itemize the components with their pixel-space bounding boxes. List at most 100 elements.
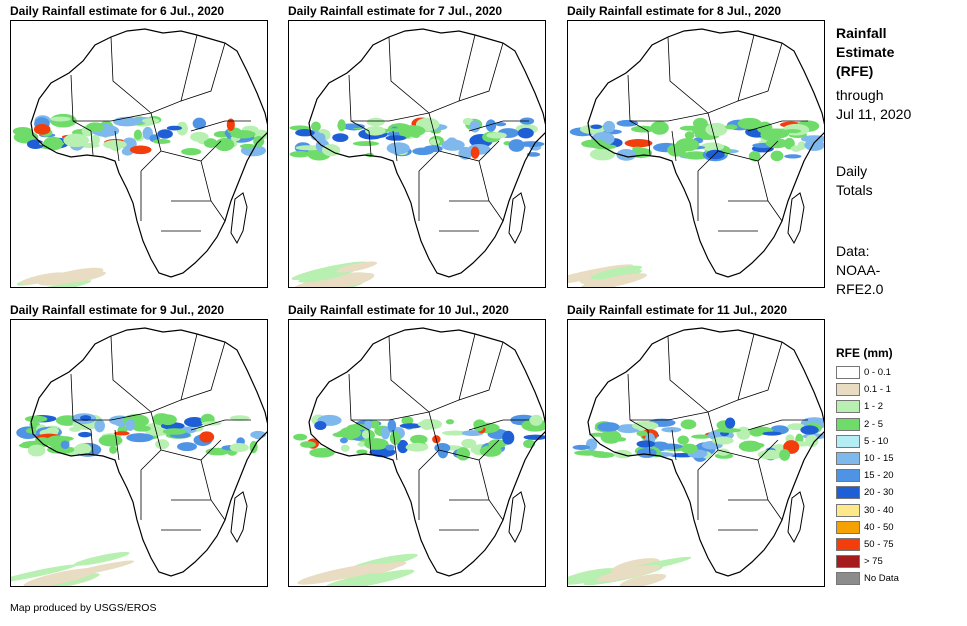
rainfall-cell <box>79 415 92 421</box>
rainfall-cell <box>464 151 473 157</box>
rainfall-cell <box>129 145 152 155</box>
legend-swatch <box>836 555 860 569</box>
panel-title-2: Daily Rainfall estimate for 7 Jul., 2020 <box>288 4 503 18</box>
rainfall-cell <box>804 139 824 151</box>
legend-label: > 75 <box>864 556 883 568</box>
legend-label: 0.1 - 1 <box>864 384 891 396</box>
rainfall-cell <box>762 431 782 436</box>
legend-item: 0.1 - 1 <box>836 381 956 398</box>
rainfall-cell <box>495 122 507 127</box>
legend-swatch <box>836 486 860 500</box>
rainfall-cell <box>190 131 209 142</box>
rainfall-cell <box>636 430 648 437</box>
rainfall-cell <box>142 118 160 124</box>
rainfall-cell <box>50 116 71 122</box>
rainfall-cell <box>27 444 46 457</box>
rainfall-cell <box>11 564 78 583</box>
rainfall-cell <box>429 138 440 146</box>
rainfall-cell <box>339 437 348 444</box>
rainfall-cell <box>420 419 435 431</box>
rainfall-cell <box>113 431 130 436</box>
rainfall-cell <box>356 449 368 455</box>
rainfall-cell <box>184 416 205 428</box>
rainfall-cell <box>23 568 98 586</box>
rainfall-cell <box>380 426 390 440</box>
rainfall-cell <box>636 447 657 458</box>
totals-line-2: Totals <box>836 182 873 198</box>
africa-map <box>11 327 267 586</box>
rainfall-cell <box>321 272 375 287</box>
rainfall-map-panel-2 <box>288 20 546 288</box>
rainfall-cell <box>90 134 100 146</box>
legend-label: 10 - 15 <box>864 453 894 465</box>
rainfall-cell <box>361 430 370 439</box>
rainfall-cell <box>594 451 607 458</box>
rainfall-cell <box>677 435 689 445</box>
data-source-line-2: NOAA- <box>836 262 881 278</box>
rainfall-cell <box>738 440 762 452</box>
africa-map <box>568 327 824 586</box>
rainfall-cell <box>600 430 622 444</box>
rainfall-cell <box>405 442 429 452</box>
continent-outline <box>30 28 267 278</box>
country-border <box>418 459 504 531</box>
rainfall-cell <box>441 430 469 436</box>
panel-title-3: Daily Rainfall estimate for 8 Jul., 2020 <box>567 4 782 18</box>
continent-outline <box>587 28 824 278</box>
rainfall-cell <box>43 136 64 151</box>
totals-line-1: Daily <box>836 163 868 179</box>
country-border <box>140 160 226 232</box>
rainfall-cell <box>700 142 725 152</box>
rainfall-cell <box>523 434 545 440</box>
data-source-line-3: RFE2.0 <box>836 281 884 297</box>
continent-outline <box>308 28 545 278</box>
rainfall-cell <box>724 417 736 429</box>
rainfall-cell <box>293 433 308 441</box>
rainfall-cell <box>110 143 122 151</box>
country-border <box>351 112 529 162</box>
rainfall-cell <box>289 151 311 158</box>
rainfall-cell <box>692 117 708 129</box>
rainfall-cell <box>800 425 819 435</box>
rainfall-cell <box>679 125 700 131</box>
country-border <box>630 112 808 162</box>
rainfall-cell <box>616 149 637 161</box>
rainfall-cell <box>779 449 791 461</box>
rainfall-cell <box>650 121 669 135</box>
rainfall-cell <box>192 117 207 130</box>
legend-label: 50 - 75 <box>864 538 894 550</box>
rainfall-cell <box>239 143 257 149</box>
rainfall-cell <box>364 419 373 430</box>
rainfall-cell <box>199 431 215 443</box>
rainfall-map-panel-6 <box>567 319 825 587</box>
madagascar-outline <box>508 491 526 544</box>
rainfall-cell <box>589 148 616 161</box>
rainfall-cell <box>434 442 451 453</box>
through-label: through <box>836 87 884 103</box>
map-title: Rainfall Estimate (RFE) <box>836 24 956 81</box>
rainfall-cell <box>523 439 536 449</box>
continent-outline <box>587 327 824 577</box>
rainfall-cell <box>33 124 51 135</box>
rainfall-cell <box>737 117 762 130</box>
rainfall-cell <box>616 119 639 127</box>
legend-item: 30 - 40 <box>836 502 956 519</box>
rainfall-cell <box>126 433 154 443</box>
rainfall-cell <box>309 447 335 458</box>
country-border <box>418 160 504 232</box>
rainfall-cell <box>155 439 170 450</box>
rainfall-cell <box>300 441 316 448</box>
rainfall-cell <box>410 434 428 445</box>
africa-map <box>568 28 824 287</box>
rainfall-cell <box>162 428 187 435</box>
legend-item: 50 - 75 <box>836 536 956 553</box>
rainfall-cell <box>214 137 235 152</box>
rainfall-cell <box>133 129 142 140</box>
rainfall-cell <box>445 419 455 425</box>
rainfall-cell <box>352 141 380 147</box>
map-title-line-2: Estimate <box>836 44 895 60</box>
rainfall-cell <box>770 150 784 162</box>
rainfall-cell <box>597 422 620 432</box>
map-title-line-1: Rainfall <box>836 25 887 41</box>
madagascar-outline <box>508 192 526 245</box>
